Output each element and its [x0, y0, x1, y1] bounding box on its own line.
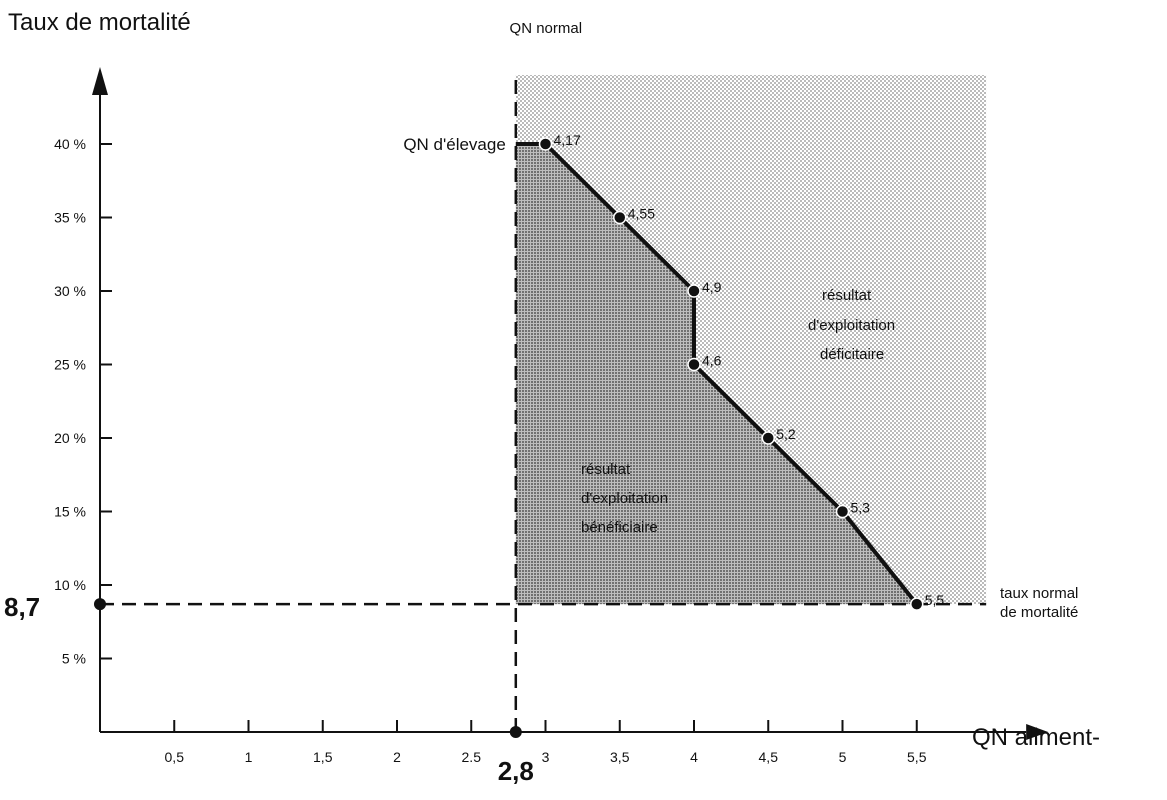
- y-tick-label: 10 %: [54, 577, 86, 593]
- x-tick-label: 4: [690, 749, 698, 765]
- normal-mortality-dot: [94, 598, 106, 611]
- benefit-region: [515, 144, 917, 605]
- benefit-region-label: résultat d'exploitation bénéficiaire: [581, 461, 668, 536]
- data-point: [910, 597, 924, 611]
- benefit-label-line1: résultat: [581, 461, 631, 478]
- x-axis-arrow-icon: [1026, 724, 1049, 740]
- qn-elevage-label: QN d'élevage: [403, 135, 505, 154]
- data-point-label: 5,5: [925, 592, 945, 608]
- x-tick-label: 2.5: [462, 749, 482, 765]
- y-axis-title: Taux de mortalité: [8, 9, 191, 36]
- data-point-label: 5,3: [851, 500, 871, 516]
- x-tick-label: 3,5: [610, 749, 630, 765]
- normal-mortality-title-line2: de mortalité: [1000, 604, 1078, 621]
- y-axis-arrow-icon: [92, 67, 108, 95]
- benefit-label-line2: d'exploitation: [581, 490, 668, 507]
- data-point: [613, 210, 627, 225]
- qn-normal-value: 2,8: [498, 756, 534, 786]
- y-tick-label: 15 %: [54, 504, 86, 520]
- data-point-label: 4,17: [554, 132, 581, 148]
- qn-normal-dot: [509, 726, 522, 738]
- data-point: [761, 431, 775, 445]
- normal-mortality-value: 8,7: [4, 592, 40, 622]
- data-point-label: 4,6: [702, 353, 722, 369]
- y-tick-label: 35 %: [54, 210, 86, 226]
- data-point-label: 5,2: [776, 426, 796, 442]
- data-points: 4,17 4,55 4,9 4,6 5,2 5,3 5,5: [538, 132, 945, 611]
- x-tick-label: 4,5: [759, 749, 779, 765]
- deficit-label-line1: résultat: [822, 287, 872, 304]
- benefit-label-line3: bénéficiaire: [581, 519, 658, 536]
- y-ticks: 5 % 10 % 15 % 20 % 25 % 30 % 35 % 40 %: [54, 136, 112, 667]
- y-tick-label: 25 %: [54, 357, 86, 373]
- y-tick-label: 30 %: [54, 283, 86, 299]
- x-tick-label: 0,5: [165, 749, 185, 765]
- y-tick-label: 20 %: [54, 430, 86, 446]
- x-axis-title: QN aliment-: [972, 724, 1100, 751]
- qn-normal-title: QN normal: [510, 20, 583, 37]
- data-point: [687, 284, 701, 298]
- y-tick-label: 5 %: [62, 651, 86, 667]
- deficit-region-label: résultat d'exploitation déficitaire: [808, 287, 895, 363]
- x-tick-label: 2: [393, 749, 401, 765]
- data-point-label: 4,9: [702, 279, 722, 295]
- x-tick-label: 3: [542, 749, 550, 765]
- x-tick-label: 1: [245, 749, 253, 765]
- data-point: [538, 137, 553, 151]
- x-tick-label: 1,5: [313, 749, 333, 765]
- data-point-label: 4,55: [628, 206, 655, 222]
- normal-mortality-title-line1: taux normal: [1000, 585, 1078, 602]
- data-point: [687, 357, 701, 372]
- deficit-label-line2: d'exploitation: [808, 317, 895, 334]
- data-point: [835, 504, 850, 519]
- x-ticks: 0,5 1 1,5 2 2.5 3 3,5 4 4,5 5 5,5: [165, 720, 927, 765]
- x-tick-label: 5,5: [907, 749, 927, 765]
- deficit-label-line3: déficitaire: [820, 346, 884, 363]
- y-tick-label: 40 %: [54, 136, 86, 152]
- x-tick-label: 5: [839, 749, 847, 765]
